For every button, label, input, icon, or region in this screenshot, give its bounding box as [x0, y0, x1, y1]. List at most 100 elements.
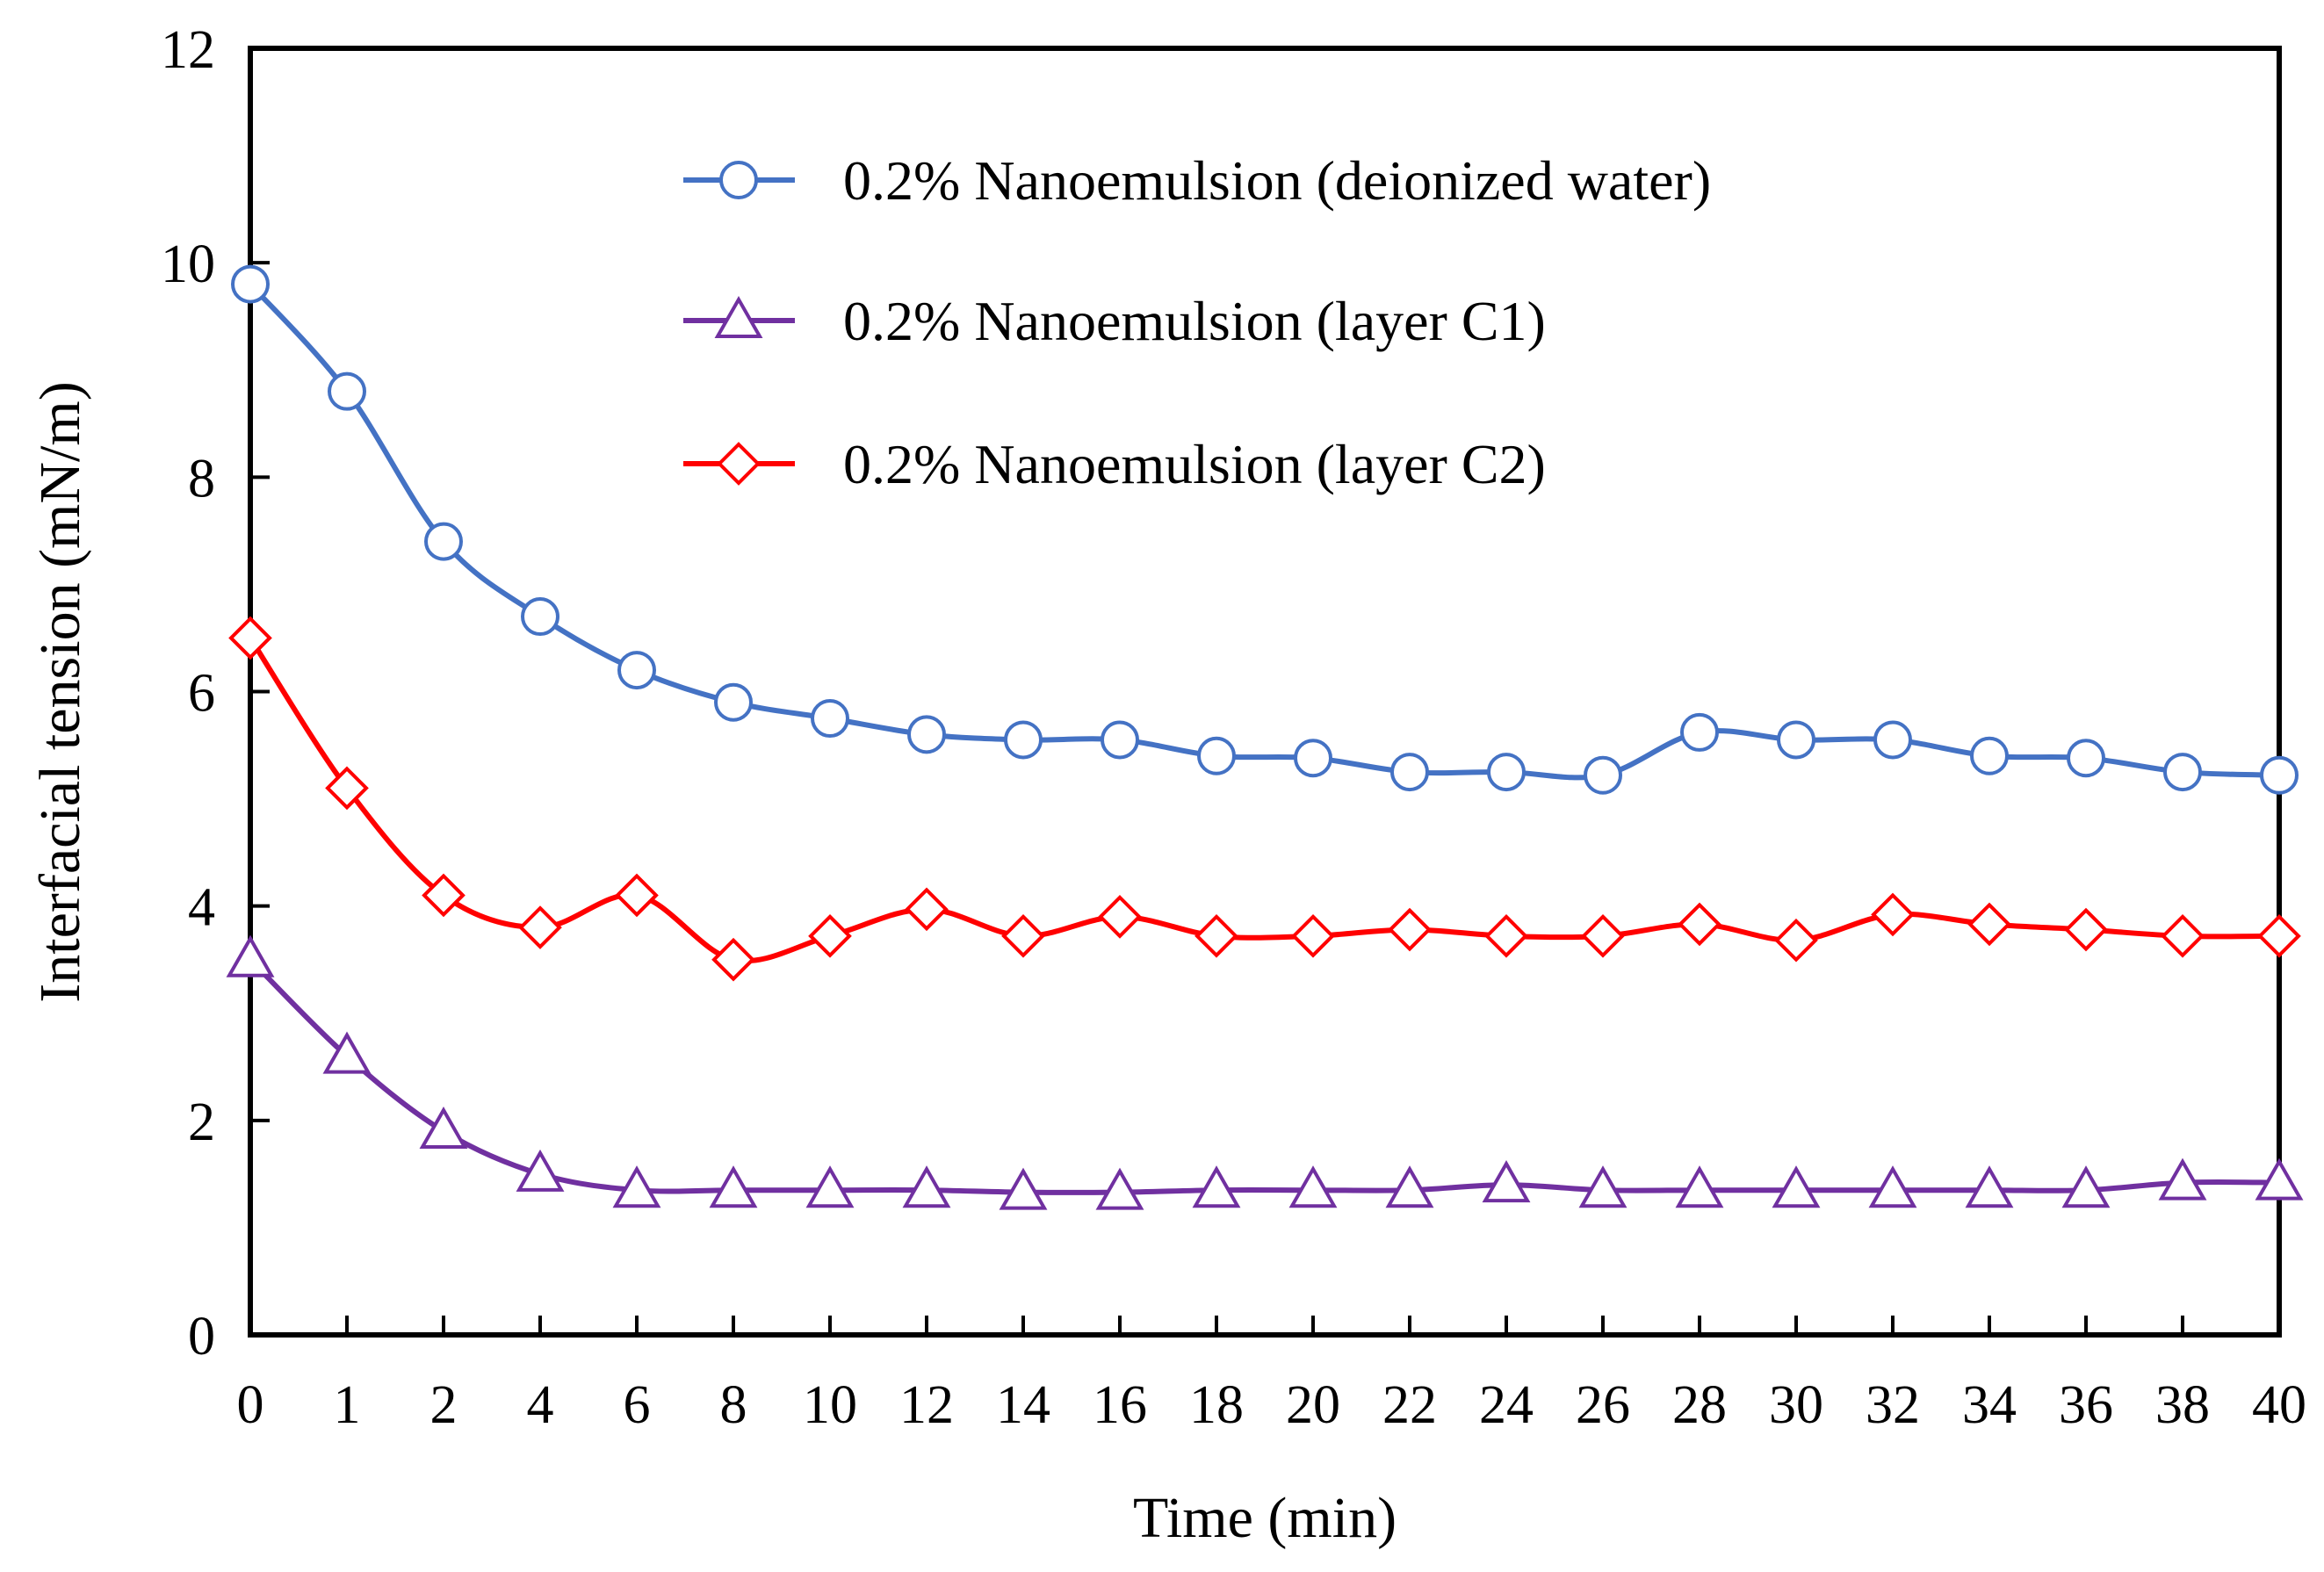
y-tick-label: 6 [188, 664, 215, 724]
data-point [714, 682, 753, 722]
data-point [1001, 914, 1045, 958]
data-point [617, 651, 656, 690]
legend-label: 0.2% Nanoemulsion (deionized water) [843, 149, 1711, 212]
data-point [325, 766, 369, 811]
data-point [1581, 914, 1625, 958]
data-point [1101, 720, 1139, 760]
data-point [2255, 1157, 2304, 1201]
data-point [226, 934, 275, 977]
data-point [1294, 739, 1332, 778]
data-point [905, 887, 949, 932]
data-point [516, 1149, 565, 1192]
data-point [1291, 914, 1335, 958]
x-tick-label: 16 [1093, 1375, 1147, 1435]
data-point [1390, 753, 1429, 792]
data-point [1965, 1165, 2014, 1208]
data-point [521, 597, 559, 637]
data-point [2163, 753, 2202, 792]
x-tick-label: 14 [996, 1375, 1050, 1435]
legend-item: 0.2% Nanoemulsion (layer C1) [683, 290, 1546, 352]
data-point [2064, 907, 2108, 952]
data-point [1967, 902, 2011, 947]
data-point [2257, 914, 2301, 958]
y-tick-label: 12 [161, 20, 215, 80]
x-tick-label: 40 [2252, 1375, 2306, 1435]
series-circle [231, 264, 2299, 795]
data-point [999, 1167, 1048, 1210]
legend-item: 0.2% Nanoemulsion (deionized water) [683, 149, 1711, 212]
series-line [248, 282, 2280, 781]
x-tick-label: 10 [803, 1375, 857, 1435]
data-point [2260, 755, 2299, 795]
data-point [518, 905, 562, 949]
x-tick-label: 4 [527, 1375, 554, 1435]
x-tick-label: 1 [334, 1375, 361, 1435]
y-tick-label: 0 [188, 1307, 215, 1366]
data-point [709, 1165, 758, 1208]
x-tick-label: 8 [720, 1375, 747, 1435]
data-point [322, 1031, 372, 1074]
data-point [1194, 914, 1238, 958]
legend: 0.2% Nanoemulsion (deionized water) 0.2% … [683, 149, 1711, 495]
legend-label: 0.2% Nanoemulsion (layer C2) [843, 433, 1546, 495]
x-tick-label: 32 [1866, 1375, 1920, 1435]
data-point [1288, 1165, 1338, 1208]
x-tick-label: 34 [1962, 1375, 2017, 1435]
data-point [2158, 1157, 2207, 1201]
series-layer [226, 264, 2304, 1210]
data-point [1678, 902, 1721, 947]
y-tick-label: 4 [188, 878, 215, 938]
x-tick-label: 0 [237, 1375, 264, 1435]
x-tick-label: 2 [430, 1375, 458, 1435]
plot-frame [248, 46, 2282, 1338]
data-point [228, 616, 272, 660]
data-point [1482, 1160, 1531, 1203]
data-point [2067, 739, 2105, 778]
x-tick-label: 22 [1382, 1375, 1437, 1435]
x-axis: 0 1 2 4 6 8 10 12 14 16 18 20 22 24 26 28 30 32 34 36 38 40 [237, 1316, 2306, 1435]
data-point [419, 1107, 468, 1150]
legend-marker [714, 295, 763, 338]
data-point [1772, 1165, 1821, 1208]
data-point [231, 264, 270, 304]
data-point [902, 1165, 951, 1208]
data-point [1873, 720, 1912, 760]
data-point [1777, 720, 1815, 760]
data-point [1675, 1165, 1724, 1208]
data-point [612, 1165, 661, 1208]
data-point [2061, 1165, 2111, 1208]
x-tick-label: 26 [1576, 1375, 1630, 1435]
data-point [2161, 914, 2205, 958]
data-point [1868, 1165, 1917, 1208]
data-point [1584, 755, 1622, 795]
x-tick-label: 6 [624, 1375, 651, 1435]
series-diamond [228, 616, 2301, 982]
data-point [424, 522, 463, 561]
x-tick-label: 38 [2155, 1375, 2210, 1435]
data-point [422, 873, 466, 918]
data-point [1487, 753, 1526, 792]
legend-label: 0.2% Nanoemulsion (layer C1) [843, 290, 1546, 352]
y-tick-label: 2 [188, 1092, 215, 1152]
x-tick-label: 18 [1189, 1375, 1244, 1435]
series-line [248, 636, 2280, 964]
data-point [811, 699, 849, 739]
x-tick-label: 24 [1479, 1375, 1534, 1435]
y-tick-label: 8 [188, 449, 215, 508]
data-point [1197, 736, 1236, 775]
data-point [808, 914, 852, 958]
data-point [328, 371, 366, 411]
series-triangle [226, 934, 2304, 1210]
data-point [1484, 914, 1528, 958]
y-axis-title: Interfacial tension (mN/m) [28, 381, 92, 1002]
y-axis: 0 2 4 6 8 10 12 [161, 20, 270, 1366]
x-tick-label: 28 [1672, 1375, 1727, 1435]
legend-marker [717, 442, 761, 486]
data-point [1970, 736, 2009, 775]
data-point [1774, 918, 1818, 963]
x-tick-label: 36 [2059, 1375, 2113, 1435]
data-point [1680, 712, 1719, 752]
data-point [1192, 1165, 1241, 1208]
x-tick-label: 20 [1286, 1375, 1340, 1435]
